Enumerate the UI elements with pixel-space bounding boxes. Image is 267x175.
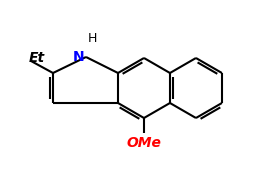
Text: H: H: [88, 32, 97, 45]
Text: OMe: OMe: [127, 136, 162, 150]
Text: N: N: [72, 50, 84, 64]
Text: Et: Et: [29, 51, 45, 65]
